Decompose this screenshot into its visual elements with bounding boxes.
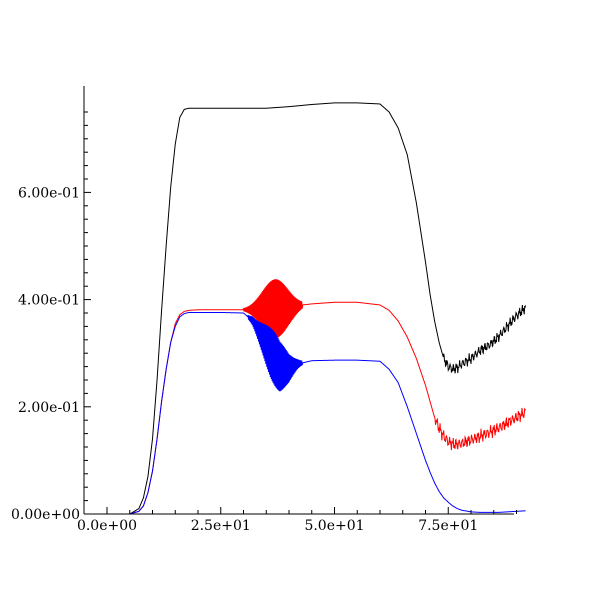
series-line-2 bbox=[107, 279, 526, 515]
plot-series bbox=[107, 102, 527, 515]
tick-marks bbox=[84, 111, 517, 515]
x-tick-label: 2.5e+01 bbox=[191, 518, 251, 534]
y-tick-label: 4.00e-01 bbox=[18, 293, 80, 309]
axes bbox=[83, 86, 514, 515]
x-tick-label: 0.0e+00 bbox=[77, 518, 137, 534]
x-tick-label: 7.5e+01 bbox=[418, 518, 478, 534]
x-tick-label: 5.0e+01 bbox=[304, 518, 364, 534]
series-line-1 bbox=[107, 102, 527, 515]
y-tick-label: 2.00e-01 bbox=[18, 400, 80, 416]
series-line-3 bbox=[107, 311, 526, 515]
y-tick-label: 0.00e+00 bbox=[11, 507, 80, 523]
y-tick-label: 6.00e-01 bbox=[18, 185, 80, 201]
tick-labels: 0.0e+00 2.5e+01 5.0e+01 7.5e+01 0.00e+00 2.00… bbox=[11, 185, 478, 534]
